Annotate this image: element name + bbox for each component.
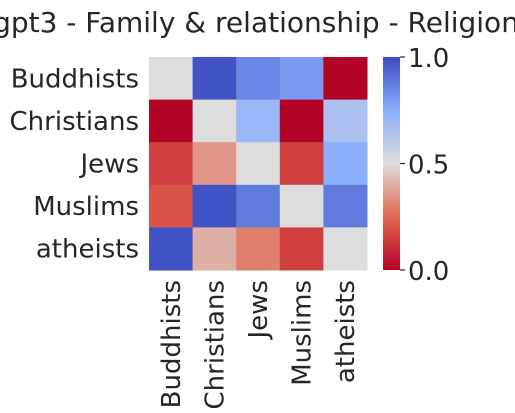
- row-label: Muslims: [33, 192, 139, 222]
- heatmap-cell: [149, 99, 194, 143]
- column-label: Christians: [200, 280, 230, 409]
- heatmap-cell: [279, 57, 324, 101]
- row-label: atheists: [36, 235, 139, 265]
- colorbar-tick-label: 0.5: [408, 151, 449, 181]
- row-label: Christians: [10, 107, 139, 137]
- heatmap-cell: [192, 142, 237, 186]
- colorbar-tick-label: 0.0: [408, 257, 449, 287]
- heatmap-cell: [279, 142, 324, 186]
- heatmap-cell: [149, 142, 194, 186]
- heatmap-cell: [192, 184, 237, 228]
- heatmap-cell: [192, 227, 237, 271]
- column-label: atheists: [331, 280, 361, 383]
- row-label: Jews: [79, 150, 139, 180]
- heatmap-cell: [236, 57, 281, 101]
- heatmap-cell: [149, 184, 194, 228]
- heatmap-cell: [192, 57, 237, 101]
- heatmap-cell: [192, 99, 237, 143]
- row-labels: Buddhists Christians Jews Muslims atheists: [10, 64, 139, 264]
- heatmap-cell: [279, 184, 324, 228]
- heatmap-cell: [149, 57, 194, 101]
- heatmap-cell: [323, 57, 368, 101]
- chart-title: gpt3 - Family & relationship - Religion: [0, 6, 515, 39]
- heatmap-cell: [236, 142, 281, 186]
- colorbar-tick-label: 1.0: [408, 44, 449, 74]
- heatmap-cell: [323, 227, 368, 271]
- heatmap-cell: [323, 184, 368, 228]
- heatmap-cell: [323, 142, 368, 186]
- heatmap-cell: [149, 227, 194, 271]
- column-label: Muslims: [288, 280, 318, 386]
- heatmap-cell: [279, 227, 324, 271]
- heatmap-cell: [236, 99, 281, 143]
- colorbar: [383, 57, 400, 270]
- row-label: Buddhists: [11, 64, 139, 94]
- column-label: Buddhists: [157, 280, 187, 408]
- column-label: Jews: [244, 280, 274, 340]
- heatmap-cell: [236, 184, 281, 228]
- column-labels: Buddhists Christians Jews Muslims atheists: [157, 280, 361, 409]
- heatmap-cell: [236, 227, 281, 271]
- heatmap-cell: [279, 99, 324, 143]
- colorbar-ticks: 0.0 0.5 1.0: [400, 44, 449, 287]
- heatmap-cell: [323, 99, 368, 143]
- heatmap-cells: [149, 57, 368, 271]
